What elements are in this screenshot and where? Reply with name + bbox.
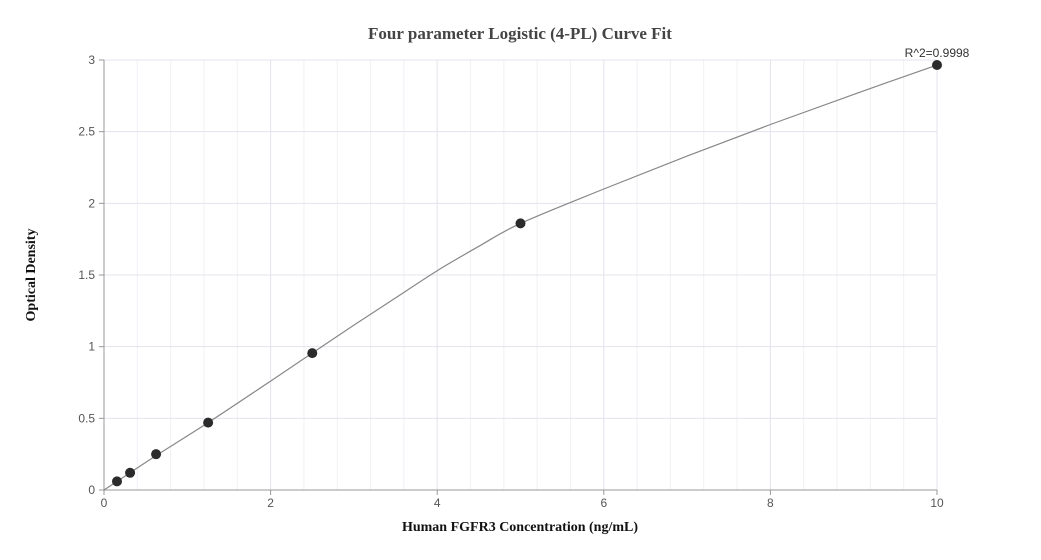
r-squared-annotation: R^2=0.9998 [905, 46, 970, 60]
data-point [515, 218, 526, 229]
y-tick-labels: 0 0.5 1 1.5 2 2.5 3 [78, 53, 104, 497]
y-tick-label: 2.5 [78, 125, 95, 139]
y-tick-label: 0 [88, 483, 95, 497]
chart-title: Four parameter Logistic (4-PL) Curve Fit [368, 24, 672, 43]
x-tick-labels: 0 2 4 6 8 10 [101, 490, 944, 510]
fit-curve-layer [103, 64, 938, 491]
fit-curve-line [103, 64, 938, 491]
data-point [932, 60, 942, 71]
major-grid [104, 59, 938, 490]
y-tick-label: 2 [88, 196, 95, 210]
x-tick-label: 6 [600, 496, 607, 510]
x-tick-label: 10 [930, 496, 944, 510]
data-point [203, 417, 214, 428]
y-tick-label: 1.5 [78, 268, 95, 282]
data-points [111, 60, 942, 487]
data-point [151, 449, 162, 460]
x-tick-label: 2 [267, 496, 274, 510]
data-point [111, 476, 122, 487]
x-tick-label: 4 [434, 496, 441, 510]
y-axis-title: Optical Density [24, 229, 39, 322]
x-axis-title: Human FGFR3 Concentration (ng/mL) [402, 520, 638, 535]
x-tick-label: 0 [101, 496, 108, 510]
x-tick-label: 8 [767, 496, 774, 510]
data-point [307, 348, 318, 359]
y-tick-label: 1 [88, 340, 95, 354]
y-tick-label: 3 [88, 53, 95, 67]
y-tick-label: 0.5 [78, 411, 95, 425]
data-point [125, 467, 136, 478]
